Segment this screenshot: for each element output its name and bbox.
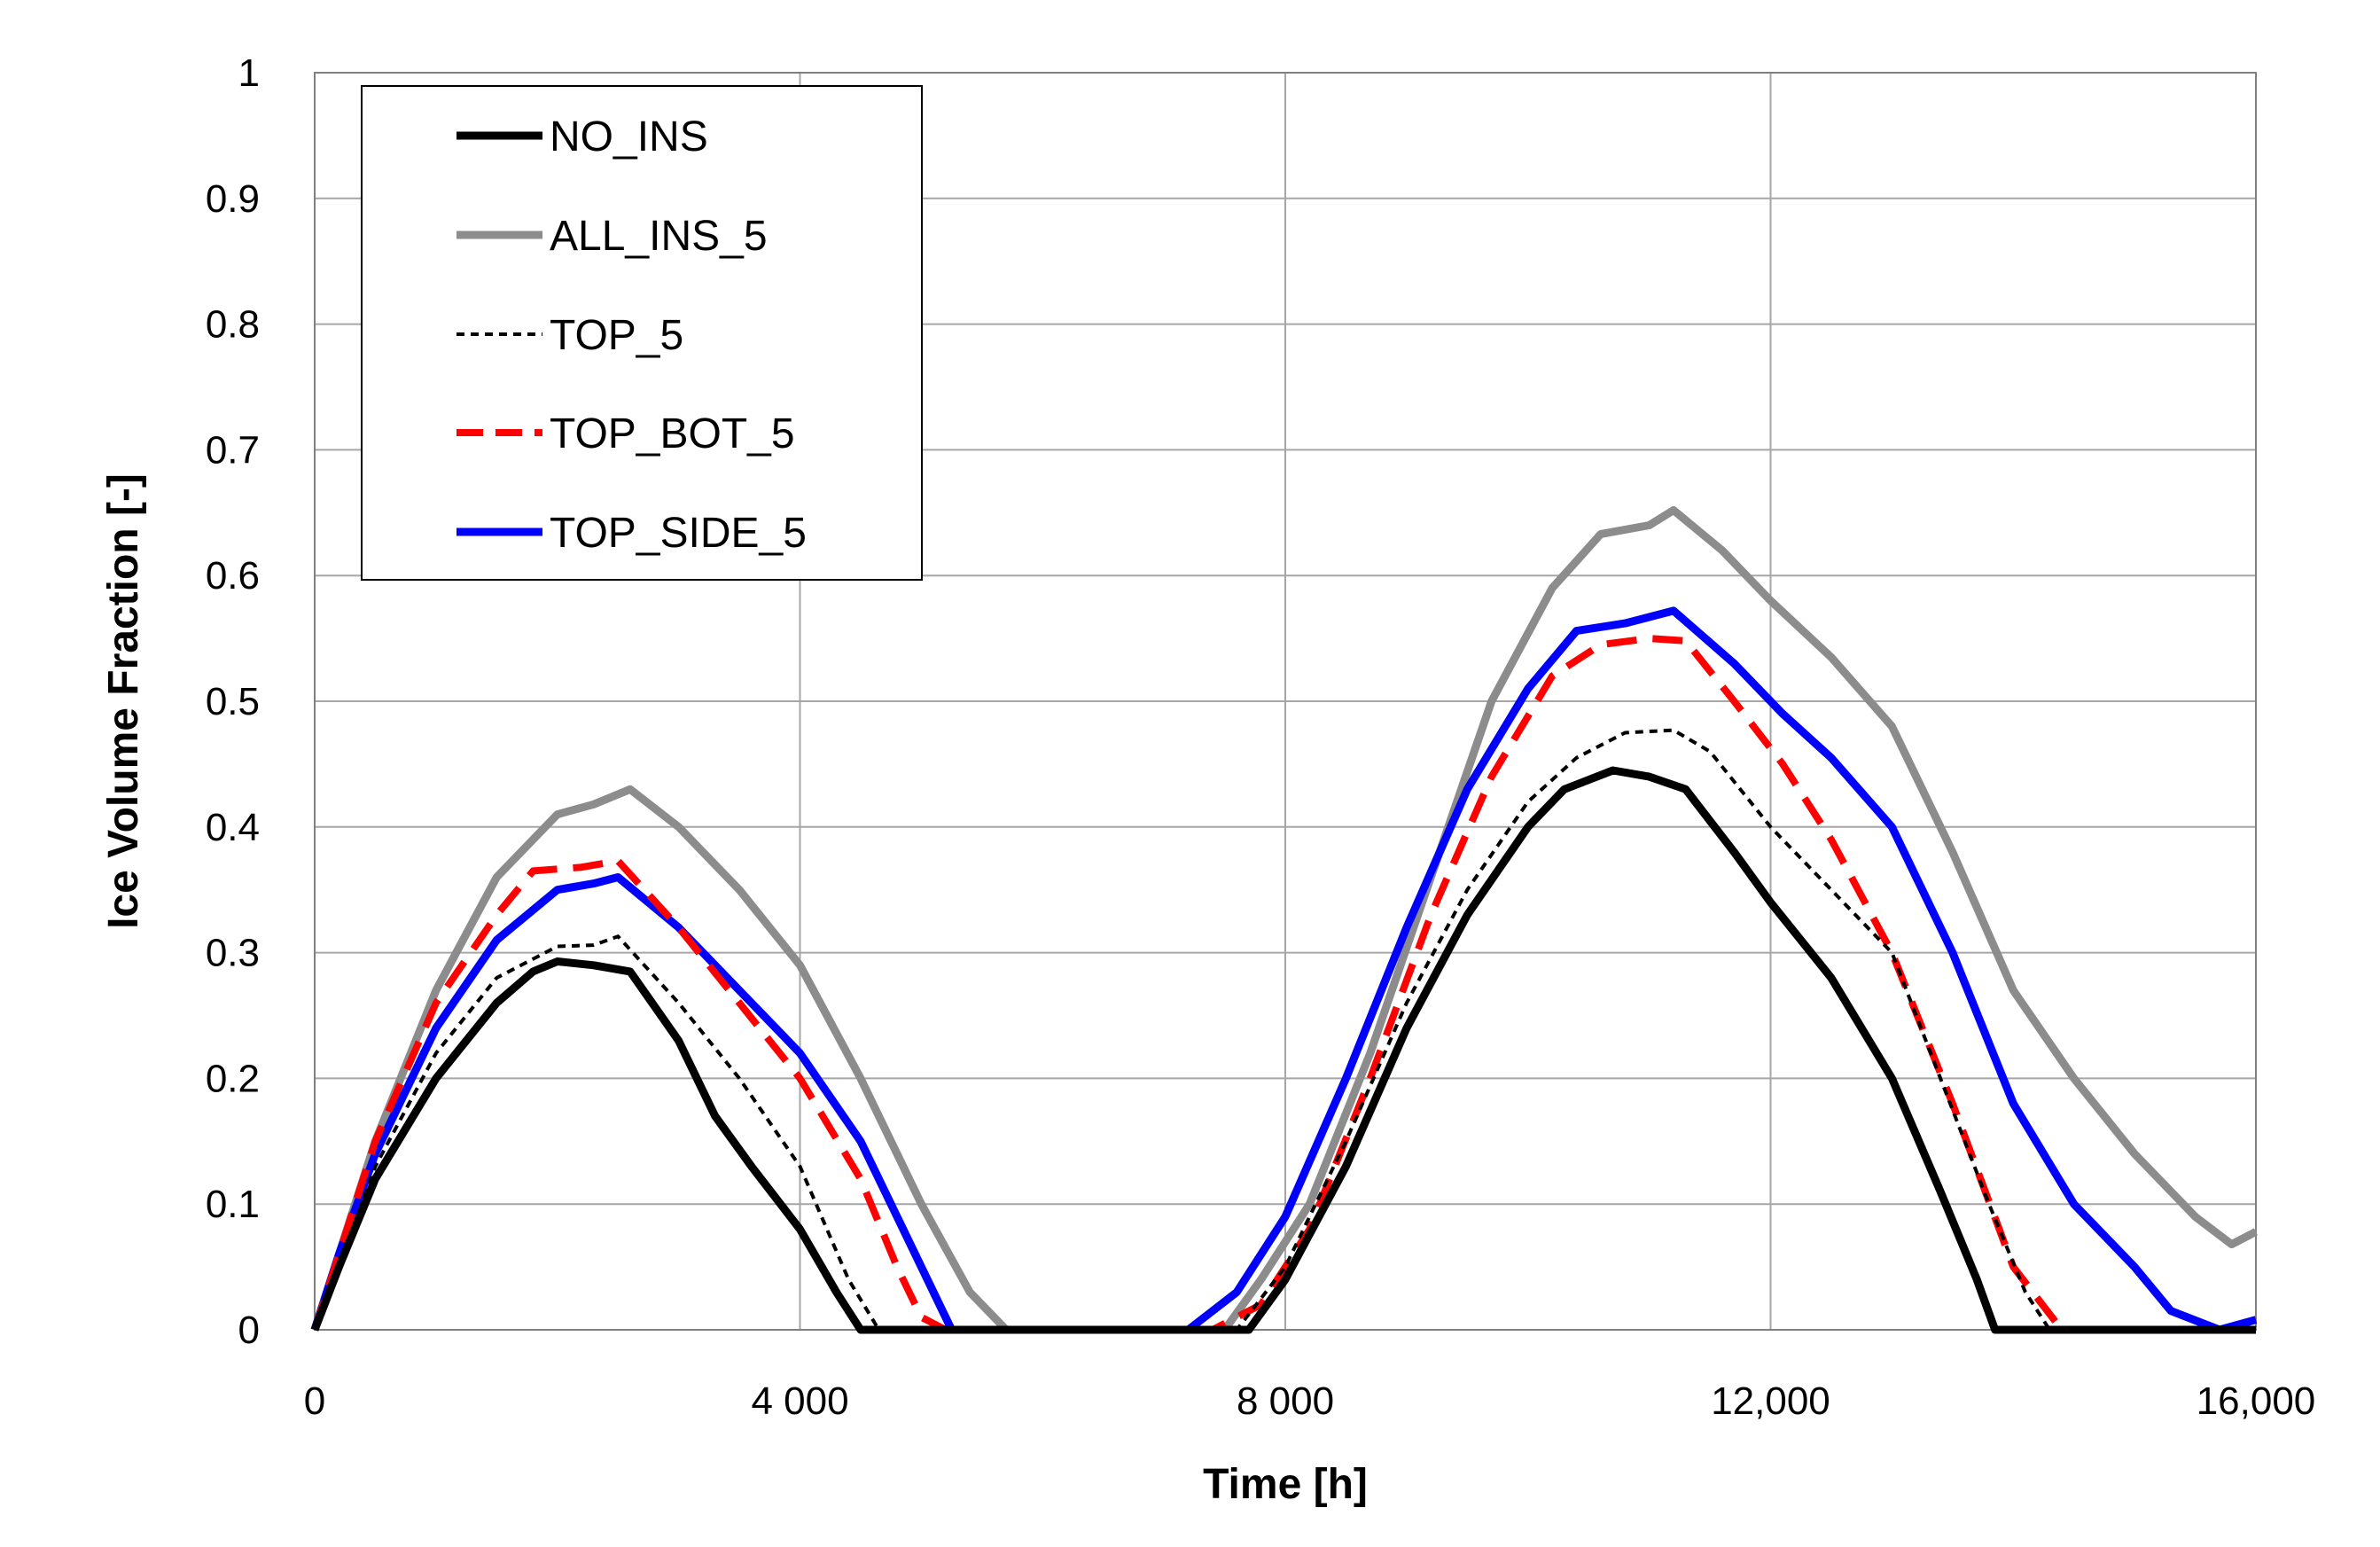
x-axis-title: Time [h] <box>1203 1461 1368 1508</box>
legend-label: ALL_INS_5 <box>550 213 768 260</box>
x-tick-label: 0 <box>304 1379 325 1423</box>
y-tick-label: 0.7 <box>206 428 260 472</box>
legend-label: TOP_BOT_5 <box>550 410 795 457</box>
y-axis-title: Ice Volume Fraction [-] <box>100 473 147 929</box>
legend-box <box>361 85 923 581</box>
series-line-all-ins-5 <box>310 506 2259 1334</box>
legend: NO_INS ALL_INS_5 TOP_5 TOP_BOT_5 TOP_SIDE_5 <box>361 85 923 581</box>
legend-label: NO_INS <box>550 113 708 160</box>
x-tick-label: 8 000 <box>1237 1379 1334 1423</box>
y-tick-label: 0.6 <box>206 554 260 598</box>
y-tick-label: 0.1 <box>206 1183 260 1226</box>
y-tick-label: 1 <box>238 51 260 95</box>
legend-items: NO_INS ALL_INS_5 TOP_5 TOP_BOT_5 TOP_SIDE_5 <box>456 113 807 557</box>
legend-label: TOP_5 <box>550 312 683 359</box>
legend-label: TOP_SIDE_5 <box>550 510 807 557</box>
y-tick-label: 0.9 <box>206 177 260 221</box>
x-tick-labels: 0 4 000 8 000 12,000 16,000 <box>304 1379 2316 1423</box>
y-tick-labels: 0 0.1 0.2 0.3 0.4 0.5 0.6 0.7 0.8 0.9 1 <box>206 51 260 1352</box>
y-tick-label: 0.4 <box>206 806 260 849</box>
y-tick-label: 0.2 <box>206 1057 260 1100</box>
series-layer <box>310 506 2259 1334</box>
plot-area-frame <box>314 72 2257 1331</box>
y-tick-label: 0.5 <box>206 680 260 723</box>
series-line-no-ins <box>310 766 2256 1334</box>
y-tick-label: 0.8 <box>206 303 260 347</box>
x-tick-label: 12,000 <box>1711 1379 1830 1423</box>
series-line-top-bot-5 <box>311 635 2256 1333</box>
series-line-top-side-5 <box>310 606 2258 1334</box>
x-tick-label: 16,000 <box>2197 1379 2316 1423</box>
y-tick-label: 0 <box>238 1309 260 1352</box>
x-tick-label: 4 000 <box>751 1379 848 1423</box>
y-tick-label: 0.3 <box>206 932 260 975</box>
